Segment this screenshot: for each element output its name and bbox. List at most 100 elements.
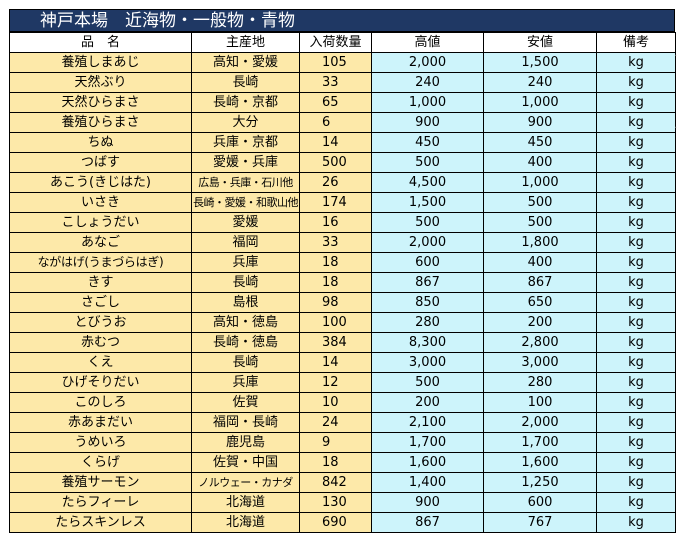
quantity-cell: 24: [299, 412, 372, 433]
table-row: いさき 長崎・愛媛・和歌山他 174 1,500 500 kg: [9, 192, 676, 213]
quantity-cell: 174: [299, 192, 372, 213]
note-cell: kg: [596, 292, 676, 313]
fish-name-cell: 養殖しまあじ: [9, 52, 192, 73]
quantity-cell: 14: [299, 352, 372, 373]
table-row: さごし 島根 98 850 650 kg: [9, 292, 676, 313]
note-cell: kg: [596, 512, 676, 533]
table-row: たらスキンレス 北海道 690 867 767 kg: [9, 512, 676, 533]
header-quantity: 入荷数量: [299, 32, 372, 53]
table-row: くえ 長崎 14 3,000 3,000 kg: [9, 352, 676, 373]
note-cell: kg: [596, 72, 676, 93]
fish-name-cell: あこう(きじはた): [9, 172, 192, 193]
origin-cell: 広島・兵庫・石川他: [191, 172, 300, 193]
table-row: とびうお 高知・徳島 100 280 200 kg: [9, 312, 676, 333]
note-cell: kg: [596, 132, 676, 153]
fish-name-cell: 天然ひらまさ: [9, 92, 192, 113]
origin-cell: 愛媛: [191, 212, 300, 233]
low-price-cell: 3,000: [483, 352, 597, 373]
low-price-cell: 1,500: [483, 52, 597, 73]
fish-name-cell: あなご: [9, 232, 192, 253]
quantity-cell: 18: [299, 252, 372, 273]
note-cell: kg: [596, 332, 676, 353]
note-cell: kg: [596, 92, 676, 113]
quantity-cell: 130: [299, 492, 372, 513]
origin-cell: 長崎: [191, 272, 300, 293]
fish-name-cell: つばす: [9, 152, 192, 173]
fish-name-cell: 赤むつ: [9, 332, 192, 353]
fish-name-cell: 赤あまだい: [9, 412, 192, 433]
high-price-cell: 1,400: [371, 472, 484, 493]
low-price-cell: 650: [483, 292, 597, 313]
table-row: きす 長崎 18 867 867 kg: [9, 272, 676, 293]
high-price-cell: 450: [371, 132, 484, 153]
table-row: 養殖ひらまさ 大分 6 900 900 kg: [9, 112, 676, 133]
origin-cell: 北海道: [191, 512, 300, 533]
note-cell: kg: [596, 192, 676, 213]
market-price-sheet: 神戸本場 近海物・一般物・青物 品 名 主産地 入荷数量 高値 安値 備考 養殖…: [9, 9, 676, 533]
low-price-cell: 400: [483, 252, 597, 273]
fish-name-cell: くえ: [9, 352, 192, 373]
origin-cell: 長崎: [191, 72, 300, 93]
quantity-cell: 100: [299, 312, 372, 333]
note-cell: kg: [596, 112, 676, 133]
origin-cell: 兵庫・京都: [191, 132, 300, 153]
note-cell: kg: [596, 232, 676, 253]
note-cell: kg: [596, 452, 676, 473]
fish-name-cell: きす: [9, 272, 192, 293]
high-price-cell: 240: [371, 72, 484, 93]
header-note: 備考: [596, 32, 676, 53]
low-price-cell: 200: [483, 312, 597, 333]
origin-cell: 大分: [191, 112, 300, 133]
note-cell: kg: [596, 432, 676, 453]
margin-mark: .: [674, 48, 678, 59]
table-row: あこう(きじはた) 広島・兵庫・石川他 26 4,500 1,000 kg: [9, 172, 676, 193]
low-price-cell: 1,000: [483, 92, 597, 113]
low-price-cell: 2,000: [483, 412, 597, 433]
low-price-cell: 1,000: [483, 172, 597, 193]
low-price-cell: 100: [483, 392, 597, 413]
high-price-cell: 900: [371, 492, 484, 513]
table-row: ちぬ 兵庫・京都 14 450 450 kg: [9, 132, 676, 153]
table-row: 養殖しまあじ 高知・愛媛 105 2,000 1,500 kg: [9, 52, 676, 73]
high-price-cell: 2,000: [371, 52, 484, 73]
fish-name-cell: 養殖ひらまさ: [9, 112, 192, 133]
quantity-cell: 10: [299, 392, 372, 413]
high-price-cell: 200: [371, 392, 484, 413]
note-cell: kg: [596, 152, 676, 173]
note-cell: kg: [596, 492, 676, 513]
quantity-cell: 65: [299, 92, 372, 113]
high-price-cell: 2,000: [371, 232, 484, 253]
fish-name-cell: うめいろ: [9, 432, 192, 453]
origin-cell: 長崎・徳島: [191, 332, 300, 353]
low-price-cell: 450: [483, 132, 597, 153]
origin-cell: 佐賀・中国: [191, 452, 300, 473]
origin-cell: 兵庫: [191, 252, 300, 273]
low-price-cell: 1,250: [483, 472, 597, 493]
table-row: つばす 愛媛・兵庫 500 500 400 kg: [9, 152, 676, 173]
high-price-cell: 500: [371, 372, 484, 393]
quantity-cell: 500: [299, 152, 372, 173]
fish-name-cell: さごし: [9, 292, 192, 313]
origin-cell: 鹿児島: [191, 432, 300, 453]
note-cell: kg: [596, 212, 676, 233]
fish-name-cell: たらフィーレ: [9, 492, 192, 513]
low-price-cell: 1,700: [483, 432, 597, 453]
price-table-body: 品 名 主産地 入荷数量 高値 安値 備考 養殖しまあじ 高知・愛媛 105 2,00…: [9, 32, 676, 533]
low-price-cell: 867: [483, 272, 597, 293]
fish-name-cell: このしろ: [9, 392, 192, 413]
origin-cell: 長崎・京都: [191, 92, 300, 113]
origin-cell: 高知・愛媛: [191, 52, 300, 73]
high-price-cell: 600: [371, 252, 484, 273]
low-price-cell: 400: [483, 152, 597, 173]
low-price-cell: 500: [483, 212, 597, 233]
note-cell: kg: [596, 412, 676, 433]
table-row: 養殖サーモン ノルウェー・カナダ 842 1,400 1,250 kg: [9, 472, 676, 493]
origin-cell: 長崎: [191, 352, 300, 373]
fish-name-cell: こしょうだい: [9, 212, 192, 233]
high-price-cell: 900: [371, 112, 484, 133]
price-table: 品 名 主産地 入荷数量 高値 安値 備考 養殖しまあじ 高知・愛媛 105 2,00…: [9, 32, 676, 533]
fish-name-cell: とびうお: [9, 312, 192, 333]
table-row: くらげ 佐賀・中国 18 1,600 1,600 kg: [9, 452, 676, 473]
low-price-cell: 900: [483, 112, 597, 133]
sheet-title: 神戸本場 近海物・一般物・青物: [9, 9, 675, 32]
